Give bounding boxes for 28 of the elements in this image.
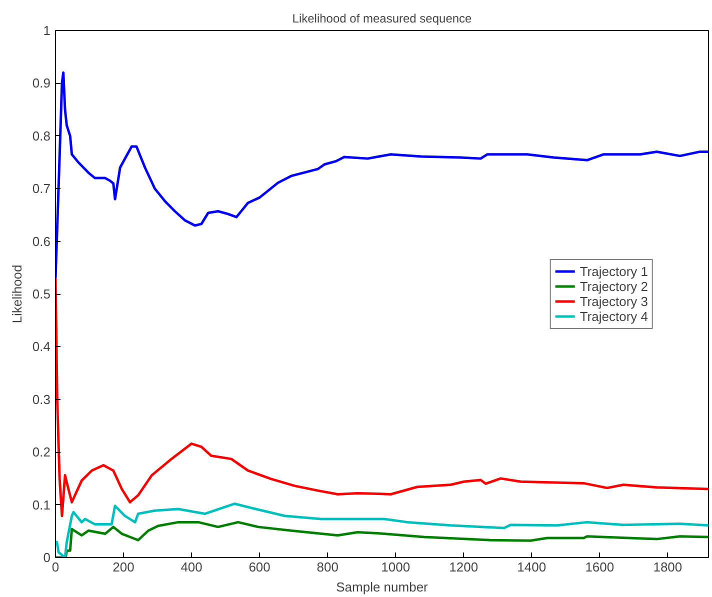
- legend-label: Trajectory 2: [580, 278, 648, 294]
- x-tick-label: 1200: [449, 560, 478, 574]
- y-tick-label: 0.2: [32, 444, 51, 460]
- y-tick-label: 0.4: [32, 339, 51, 354]
- legend-label: Trajectory 4: [580, 308, 648, 324]
- line-series: [56, 71, 708, 280]
- x-tick-label: 1800: [653, 560, 682, 574]
- x-axis-title: Sample number: [336, 580, 429, 594]
- x-tick-label: 800: [316, 560, 338, 574]
- x-tick-label: 1400: [517, 560, 546, 574]
- x-tick-label: 1600: [585, 560, 614, 574]
- y-tick-label: 0.3: [32, 392, 51, 407]
- y-tick-label: 0.9: [32, 76, 51, 91]
- y-tick-label: 0.8: [32, 128, 51, 144]
- x-tick-label: 400: [180, 560, 202, 574]
- x-tick-label: 1000: [381, 560, 410, 574]
- x-tick-label: 200: [112, 560, 134, 574]
- y-tick-label: 0.1: [32, 497, 51, 512]
- legend-label: Trajectory 3: [580, 294, 648, 308]
- legend-label: Trajectory 1: [580, 264, 648, 278]
- chart-title: Likelihood of measured sequence: [292, 12, 472, 26]
- y-tick-label: 0.6: [32, 234, 51, 249]
- x-tick-label: 600: [248, 560, 270, 574]
- y-tick-label: 0: [43, 550, 51, 565]
- y-tick-label: 0.7: [32, 181, 51, 196]
- y-tick-label: 1: [43, 23, 51, 38]
- y-tick-label: 0.5: [32, 286, 51, 302]
- y-axis-title: Likelihood: [9, 264, 24, 324]
